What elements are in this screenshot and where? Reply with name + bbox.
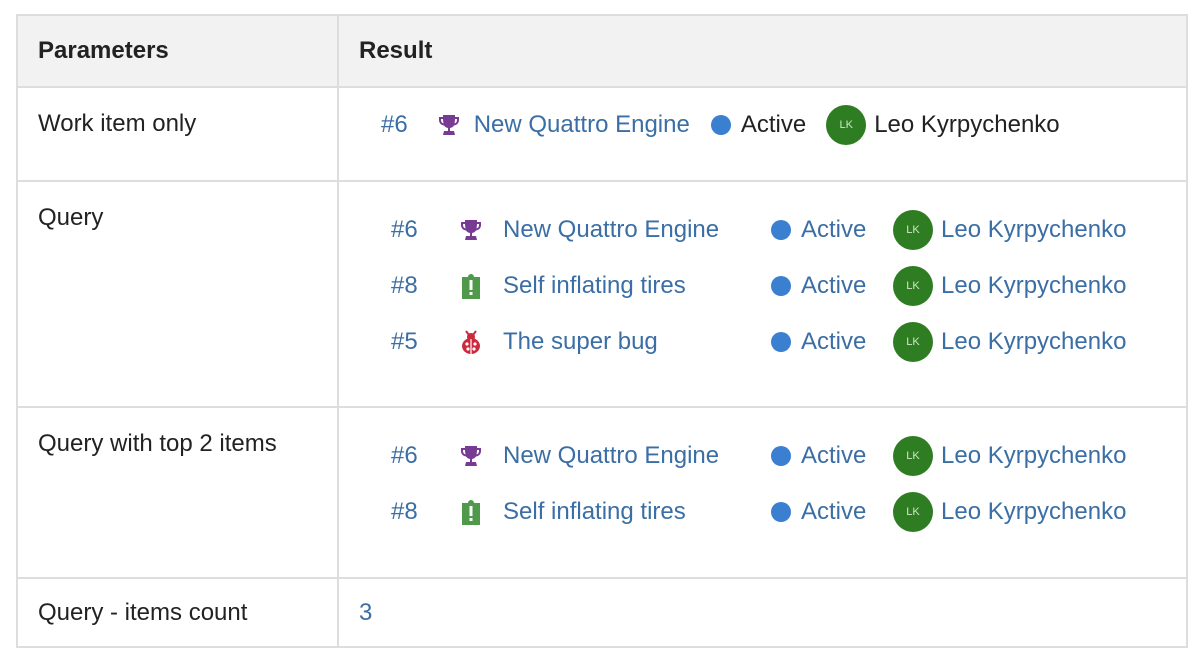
status-dot-icon — [771, 276, 791, 296]
param-label: Query - items count — [38, 598, 248, 626]
work-item-title-link[interactable]: Self inflating tires — [503, 498, 686, 525]
avatar: LK — [893, 322, 933, 362]
param-label: Query — [38, 204, 104, 231]
work-item: #8 Self inflating tires Active LK Leo Ky… — [391, 258, 1166, 314]
status-text: Active — [801, 328, 867, 355]
assignee-name: Leo Kyrpychenko — [941, 442, 1127, 469]
work-item-title-link[interactable]: New Quattro Engine — [503, 216, 720, 243]
work-item-id-link[interactable]: #8 — [391, 272, 418, 299]
assignee-name: Leo Kyrpychenko — [874, 111, 1060, 138]
work-item-list: #6 New Quattro Engine Active LK Leo Kyrp… — [391, 202, 1166, 370]
header-row: Parameters Result — [16, 14, 1188, 88]
trophy-icon — [459, 218, 503, 242]
param-label: Work item only — [38, 110, 197, 137]
clipboard-exclamation-icon — [459, 499, 503, 525]
table-row: Query with top 2 items #6 New Quattro En… — [16, 406, 1188, 579]
param-label: Query with top 2 items — [38, 430, 277, 457]
work-item-id-link[interactable]: #6 — [391, 442, 418, 469]
status-dot-icon — [710, 115, 731, 135]
items-count-link[interactable]: 3 — [359, 598, 373, 626]
work-item-title-link[interactable]: The super bug — [503, 328, 658, 355]
clipboard-exclamation-icon — [459, 273, 503, 299]
work-item-list: #6 New Quattro Engine Active LK Leo Kyrp… — [391, 428, 1166, 540]
table-row: Query #6 New Quattro Engine Active LK Le… — [16, 180, 1188, 408]
assignee-name: Leo Kyrpychenko — [941, 498, 1127, 525]
trophy-icon — [459, 444, 503, 468]
status-text: Active — [801, 272, 867, 299]
status-dot-icon — [771, 332, 791, 352]
work-item: #8 Self inflating tires Active LK Leo Ky… — [391, 484, 1166, 540]
header-result: Result — [337, 14, 1188, 88]
avatar: LK — [826, 105, 867, 145]
status-dot-icon — [771, 446, 791, 466]
status-dot-icon — [771, 502, 791, 522]
status-text: Active — [801, 498, 867, 525]
assignee-name: Leo Kyrpychenko — [941, 328, 1127, 355]
avatar: LK — [893, 266, 933, 306]
avatar: LK — [893, 492, 933, 532]
status-text: Active — [801, 216, 867, 243]
work-item-id-link[interactable]: #6 — [381, 111, 408, 138]
status-text: Active — [801, 442, 867, 469]
work-item: #6 New Quattro Engine Active LK Leo Kyrp… — [391, 202, 1166, 258]
trophy-icon — [437, 113, 461, 137]
assignee-name: Leo Kyrpychenko — [941, 216, 1127, 243]
work-item-id-link[interactable]: #8 — [391, 498, 418, 525]
avatar: LK — [893, 436, 933, 476]
work-item: #6 New Quattro Engine Active LK Leo Kyrp… — [381, 105, 1166, 145]
bug-icon — [459, 329, 503, 355]
work-item: #5 The super bug Active LK Leo Kyrpychen… — [391, 314, 1166, 370]
table-row: Work item only #6 New Quattro Engine Act… — [16, 86, 1188, 182]
work-item-title-link[interactable]: New Quattro Engine — [503, 442, 720, 469]
results-table: Parameters Result Work item only #6 New … — [16, 14, 1188, 648]
work-item-id-link[interactable]: #6 — [391, 216, 418, 243]
work-item-id-link[interactable]: #5 — [391, 328, 418, 355]
header-parameters: Parameters — [16, 14, 339, 88]
table-row: Query - items count 3 — [16, 577, 1188, 648]
assignee-name: Leo Kyrpychenko — [941, 272, 1127, 299]
status-dot-icon — [771, 220, 791, 240]
work-item-title-link[interactable]: Self inflating tires — [503, 272, 686, 299]
avatar: LK — [893, 210, 933, 250]
work-item: #6 New Quattro Engine Active LK Leo Kyrp… — [391, 428, 1166, 484]
work-item-title-link[interactable]: New Quattro Engine — [473, 111, 690, 138]
status-text: Active — [740, 111, 807, 138]
